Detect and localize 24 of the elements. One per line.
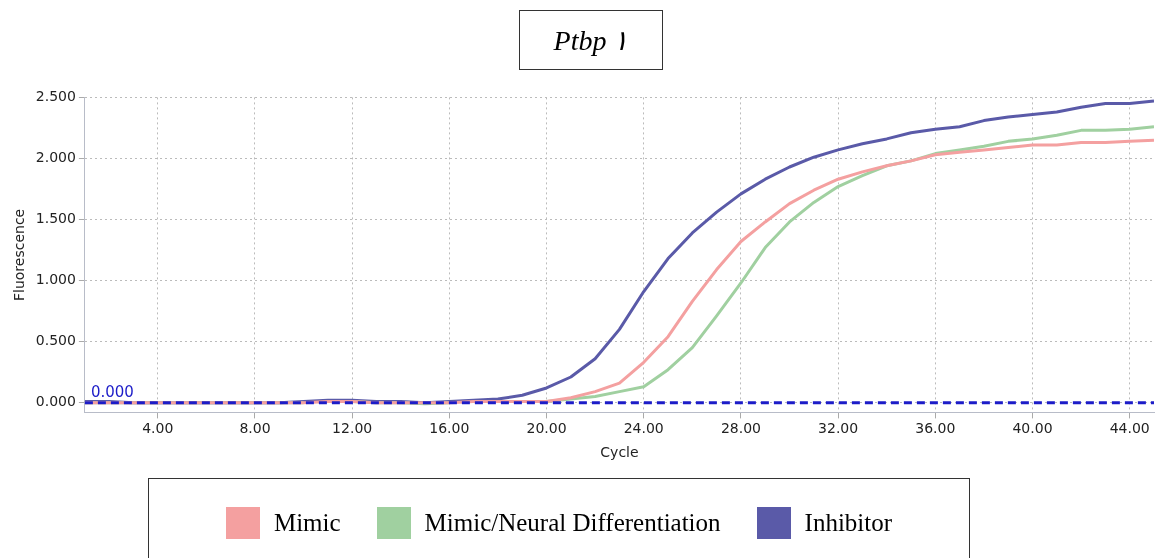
x-tick-label: 44.00 [1109, 420, 1150, 437]
x-tick-label: 40.00 [1012, 420, 1053, 437]
y-axis-title: Fluorescence [11, 208, 28, 302]
x-tick-label: 12.00 [332, 420, 373, 437]
x-tick-label: 16.00 [429, 420, 470, 437]
x-tick-label: 4.00 [142, 420, 174, 437]
y-tick-label: 1.500 [35, 210, 76, 227]
legend-label: Mimic/Neural Differentiation [424, 509, 721, 537]
x-tick-label: 24.00 [623, 420, 664, 437]
x-tick-label: 32.00 [818, 420, 859, 437]
y-tick-label: 1.000 [35, 271, 76, 288]
legend-label: Mimic [273, 509, 341, 537]
chart-title: Ptbp ١ [519, 10, 663, 70]
y-tick-label: 0.000 [35, 393, 76, 410]
y-tick-label: 2.000 [35, 149, 76, 166]
x-tick-label: 20.00 [526, 420, 567, 437]
x-tick-label: 8.00 [239, 420, 271, 437]
x-tick-label: 36.00 [915, 420, 956, 437]
y-tick-label: 0.500 [35, 332, 76, 349]
x-tick-label: 28.00 [720, 420, 761, 437]
x-axis-title: Cycle [600, 444, 639, 461]
y-tick-label: 2.500 [35, 88, 76, 105]
ref-line-label: 0.000 [90, 383, 134, 402]
legend-label: Inhibitor [804, 509, 893, 537]
